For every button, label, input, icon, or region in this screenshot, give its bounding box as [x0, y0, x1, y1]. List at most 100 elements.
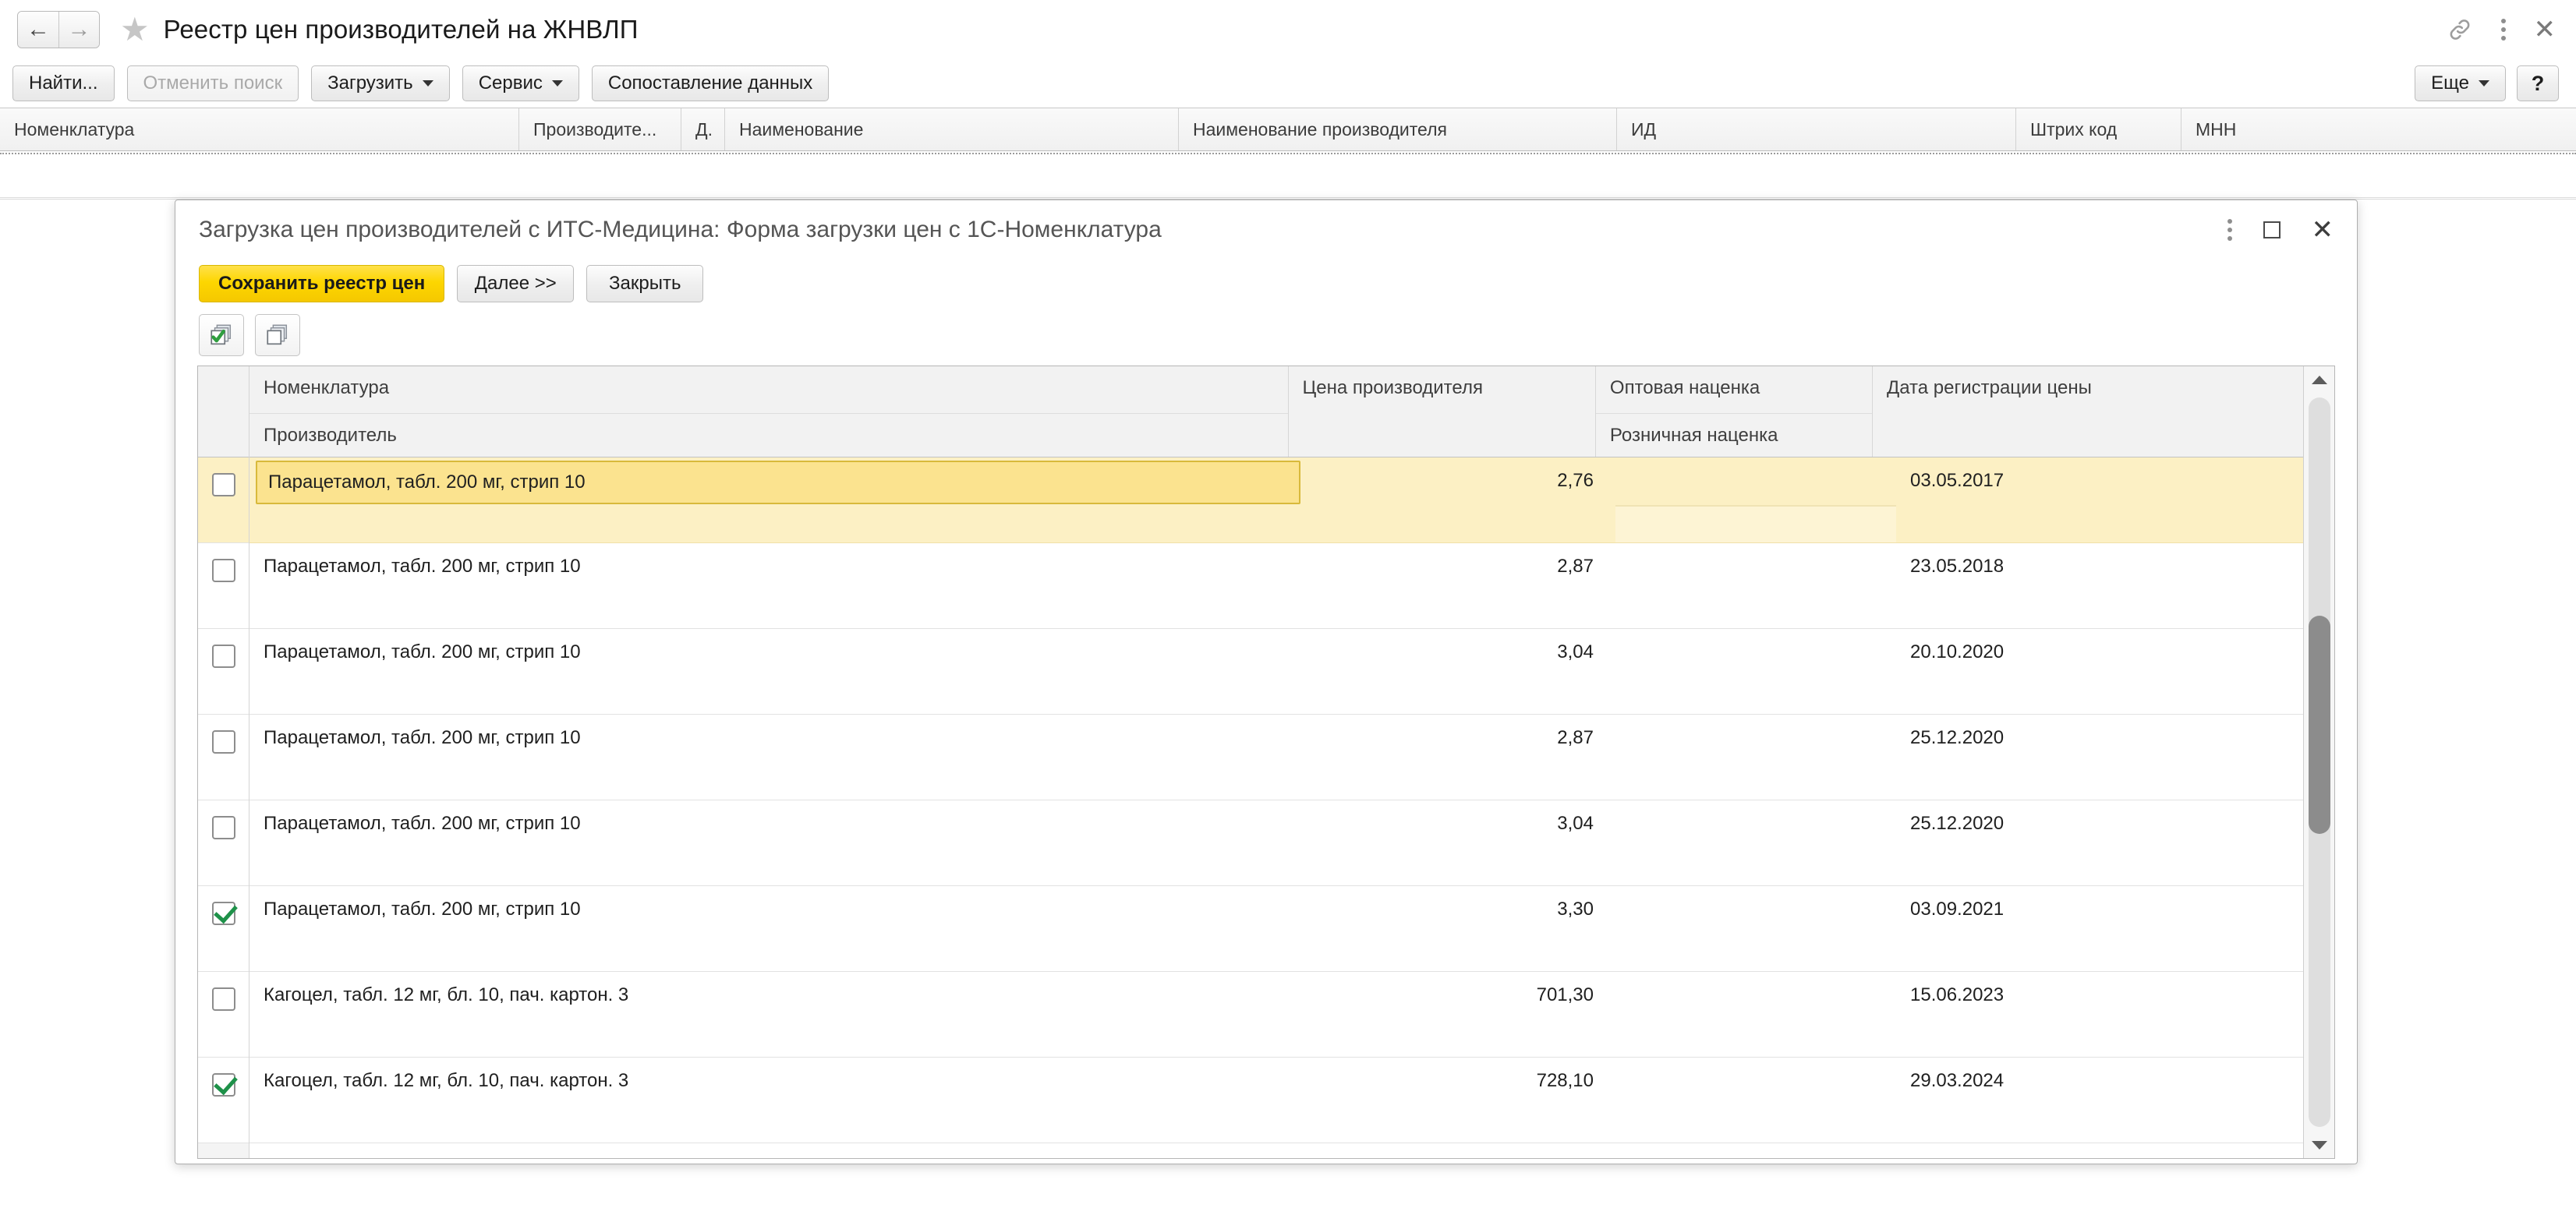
row-checkbox-cell[interactable]: [198, 886, 249, 972]
service-button[interactable]: Сервис: [462, 65, 579, 101]
cell-nomenclature[interactable]: Парацетамол, табл. 200 мг, стрип 10: [249, 629, 1304, 714]
row-checkbox[interactable]: [211, 559, 235, 582]
grid-column-price[interactable]: Цена производителя: [1289, 366, 1596, 457]
grid-vertical-scrollbar[interactable]: [2303, 366, 2334, 1158]
grid-column-date[interactable]: Дата регистрации цены: [1873, 366, 2303, 457]
cell-price[interactable]: 2,76: [1304, 457, 1615, 542]
list-column-nomenclature[interactable]: Номенклатура: [0, 108, 519, 150]
link-icon[interactable]: [2447, 16, 2473, 43]
scrollbar-thumb[interactable]: [2309, 616, 2330, 834]
cell-price[interactable]: 2,87: [1304, 715, 1615, 800]
cell-price[interactable]: 701,30: [1304, 972, 1615, 1057]
cancel-search-button[interactable]: Отменить поиск: [126, 65, 299, 101]
more-button[interactable]: Еще: [2415, 65, 2506, 101]
row-checkbox-cell[interactable]: [198, 972, 249, 1058]
cell-nomenclature[interactable]: Парацетамол, табл. 200 мг, стрип 10: [249, 457, 1304, 542]
table-row[interactable]: Кагоцел, табл. 12 мг, бл. 10, пач. карто…: [249, 972, 2303, 1058]
cell-date-text: 03.09.2021: [1910, 899, 2005, 920]
save-price-registry-button[interactable]: Сохранить реестр цен: [199, 265, 445, 302]
row-checkbox[interactable]: [211, 730, 235, 754]
help-button[interactable]: ?: [2517, 65, 2559, 101]
row-checkbox-cell[interactable]: [198, 800, 249, 886]
list-column-manufacturer-name[interactable]: Наименование производителя: [1179, 108, 1617, 150]
row-checkbox[interactable]: [211, 816, 235, 839]
table-row[interactable]: Парацетамол, табл. 200 мг, стрип 10 3,04 2…: [249, 629, 2303, 715]
cell-price[interactable]: 2,87: [1304, 543, 1615, 628]
cell-markup[interactable]: [1615, 800, 1896, 885]
find-button[interactable]: Найти...: [12, 65, 115, 101]
cell-date[interactable]: 03.05.2017: [1896, 457, 2303, 542]
row-checkbox-cell[interactable]: [198, 715, 249, 800]
cell-date[interactable]: 25.12.2020: [1896, 715, 2303, 800]
data-matching-button[interactable]: Сопоставление данных: [591, 65, 830, 101]
close-icon[interactable]: ✕: [2533, 15, 2557, 44]
cell-date[interactable]: 23.05.2018: [1896, 543, 2303, 628]
cell-date[interactable]: 29.03.2024: [1896, 1058, 2303, 1143]
row-checkbox-cell[interactable]: [198, 1058, 249, 1143]
list-column-name[interactable]: Наименование: [725, 108, 1179, 150]
cell-nomenclature[interactable]: Кагоцел, табл. 12 мг, бл. 10, пач. карто…: [249, 972, 1304, 1057]
row-checkbox[interactable]: [211, 473, 235, 496]
cell-price[interactable]: 3,04: [1304, 800, 1615, 885]
cell-markup[interactable]: [1615, 457, 1896, 542]
list-column-d[interactable]: Д.: [681, 108, 725, 150]
kebab-menu-icon[interactable]: [2227, 219, 2232, 241]
uncheck-all-icon[interactable]: [255, 314, 300, 356]
cell-nomenclature[interactable]: Парацетамол, табл. 200 мг, стрип 10: [249, 543, 1304, 628]
scroll-up-icon[interactable]: [2304, 366, 2334, 393]
cell-date[interactable]: 20.10.2020: [1896, 629, 2303, 714]
cell-retail-markup[interactable]: [1615, 506, 1896, 542]
cell-price[interactable]: 728,10: [1304, 1058, 1615, 1143]
row-checkbox[interactable]: [211, 1073, 235, 1097]
cell-markup[interactable]: [1615, 1058, 1896, 1143]
cell-nomenclature[interactable]: Парацетамол, табл. 200 мг, стрип 10: [249, 886, 1304, 971]
background-list-body[interactable]: [0, 153, 2576, 200]
forward-icon[interactable]: →: [58, 12, 99, 48]
grid-column-wholesale-markup[interactable]: Оптовая наценка Розничная наценка: [1595, 366, 1873, 457]
table-row[interactable]: Парацетамол, табл. 200 мг, стрип 10 3,04 2…: [249, 800, 2303, 886]
scroll-down-icon[interactable]: [2304, 1132, 2334, 1158]
cell-price[interactable]: 3,30: [1304, 886, 1615, 971]
cell-date[interactable]: 25.12.2020: [1896, 800, 2303, 885]
list-column-id[interactable]: ИД: [1617, 108, 2016, 150]
cell-wholesale-markup[interactable]: [1615, 457, 1896, 506]
row-checkbox-cell[interactable]: [198, 457, 249, 543]
row-checkbox[interactable]: [211, 987, 235, 1011]
cell-price[interactable]: 3,04: [1304, 629, 1615, 714]
cell-markup[interactable]: [1615, 629, 1896, 714]
table-row[interactable]: Кагоцел, табл. 12 мг, бл. 10, пач. карто…: [249, 1058, 2303, 1143]
row-checkbox-cell[interactable]: [198, 629, 249, 715]
table-row[interactable]: Парацетамол, табл. 200 мг, стрип 10 3,30 0…: [249, 886, 2303, 972]
cell-date-text: 15.06.2023: [1910, 984, 2005, 1005]
maximize-icon[interactable]: [2263, 221, 2281, 238]
load-button[interactable]: Загрузить: [311, 65, 450, 101]
check-all-icon[interactable]: [199, 314, 244, 356]
star-icon[interactable]: ★: [120, 11, 150, 48]
cell-nomenclature[interactable]: Кагоцел, табл. 12 мг, бл. 10, пач. карто…: [249, 1058, 1304, 1143]
table-row[interactable]: Парацетамол, табл. 200 мг, стрип 10 2,76 0…: [249, 457, 2303, 543]
close-icon[interactable]: ✕: [2311, 215, 2334, 245]
cell-markup[interactable]: [1615, 972, 1896, 1057]
page-title: Реестр цен производителей на ЖНВЛП: [163, 15, 639, 44]
table-row[interactable]: Парацетамол, табл. 200 мг, стрип 10 2,87 2…: [249, 715, 2303, 800]
list-column-inn[interactable]: МНН: [2196, 118, 2237, 140]
back-icon[interactable]: ←: [18, 12, 58, 48]
cell-date[interactable]: 03.09.2021: [1896, 886, 2303, 971]
list-column-barcode[interactable]: Штрих код: [2016, 108, 2181, 150]
close-dialog-button[interactable]: Закрыть: [586, 265, 704, 302]
row-checkbox[interactable]: [211, 902, 235, 925]
cell-markup[interactable]: [1615, 715, 1896, 800]
cell-markup[interactable]: [1615, 543, 1896, 628]
table-row[interactable]: [0, 154, 2576, 198]
next-button[interactable]: Далее >>: [457, 265, 575, 302]
cell-date[interactable]: 15.06.2023: [1896, 972, 2303, 1057]
row-checkbox-cell[interactable]: [198, 543, 249, 629]
cell-nomenclature[interactable]: Парацетамол, табл. 200 мг, стрип 10: [249, 715, 1304, 800]
grid-column-nomenclature[interactable]: Номенклатура Производитель: [249, 366, 1289, 457]
table-row[interactable]: Парацетамол, табл. 200 мг, стрип 10 2,87 2…: [249, 543, 2303, 629]
row-checkbox[interactable]: [211, 645, 235, 668]
cell-nomenclature[interactable]: Парацетамол, табл. 200 мг, стрип 10: [249, 800, 1304, 885]
list-column-manufacturer[interactable]: Производите...: [519, 108, 681, 150]
cell-markup[interactable]: [1615, 886, 1896, 971]
kebab-menu-icon[interactable]: [2500, 19, 2506, 41]
